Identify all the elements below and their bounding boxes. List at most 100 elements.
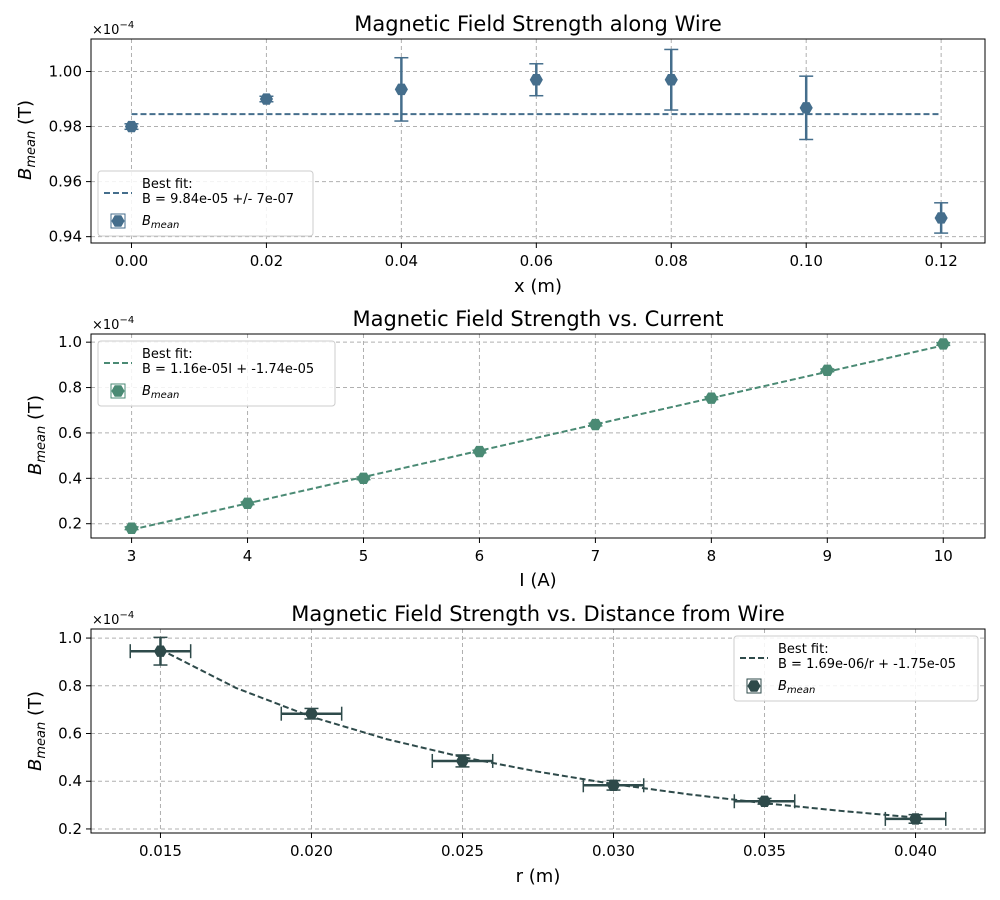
data-point — [936, 338, 951, 350]
data-point — [472, 445, 487, 458]
legend-point-swatch — [747, 680, 761, 692]
legend-points-label: Bmean — [142, 384, 179, 401]
legend-fit-label: Best fit: — [142, 177, 193, 192]
data-marker — [472, 445, 487, 458]
data-marker — [757, 795, 772, 807]
y-tick-label: 0.8 — [58, 379, 82, 397]
x-tick-label: 6 — [475, 547, 485, 565]
data-marker — [259, 93, 274, 105]
x-tick-label: 9 — [823, 547, 833, 565]
data-point — [280, 706, 343, 721]
x-tick-label: 4 — [243, 547, 253, 565]
y-multiplier: ×10−4 — [92, 315, 134, 333]
y-tick-label: 0.6 — [58, 424, 82, 442]
x-axis-label: x (m) — [514, 276, 562, 297]
y-tick-label: 0.98 — [49, 118, 82, 136]
data-marker — [664, 74, 678, 86]
data-marker — [704, 392, 718, 404]
y-multiplier: ×10−4 — [92, 610, 134, 628]
chart-title: Magnetic Field Strength vs. Current — [352, 307, 723, 331]
legend-fit-label: Best fit: — [142, 347, 193, 362]
data-marker — [936, 338, 950, 350]
legend-points-label: Bmean — [142, 214, 179, 231]
data-marker — [455, 755, 470, 767]
legend-box — [733, 635, 979, 702]
data-marker — [529, 74, 543, 86]
data-point — [394, 56, 409, 122]
x-tick-label: 0.08 — [655, 252, 688, 270]
legend-point-swatch-box — [110, 383, 126, 399]
data-point — [799, 75, 814, 141]
legend-point-swatch-box — [110, 213, 126, 229]
legend-box — [97, 170, 314, 237]
data-point — [124, 522, 139, 534]
x-tick-label: 0.02 — [250, 252, 283, 270]
y-tick-label: 1.0 — [58, 629, 82, 647]
x-tick-label: 0.00 — [115, 252, 148, 270]
x-tick-label: 3 — [127, 547, 137, 565]
legend: Best fit: B = 1.16e-05I + -1.74e-05 Bmean — [97, 340, 336, 407]
legend-box — [97, 340, 336, 407]
fit-line — [131, 344, 944, 531]
panel-vs-current: 3 4 5 6 7 8 9 10 0.2 0.4 0.6 0.8 1.0 Magnetic Field … — [25, 307, 986, 591]
data-point — [129, 636, 192, 666]
data-marker — [153, 645, 168, 657]
data-marker — [908, 813, 923, 825]
x-axis-label: I (A) — [519, 570, 556, 591]
legend-point-swatch — [111, 215, 125, 227]
x-tick-label: 0.12 — [924, 252, 957, 270]
x-tick-label: 0.040 — [894, 842, 937, 860]
x-axis-label: r (m) — [516, 866, 561, 887]
legend-fit-label: Best fit: — [778, 642, 829, 657]
data-point — [259, 93, 274, 105]
y-axis-label: Bmean (T) — [25, 691, 49, 771]
axes-frame — [90, 628, 986, 834]
x-tick-label: 0.025 — [441, 842, 484, 860]
data-point — [704, 392, 719, 404]
y-tick-label: 0.8 — [58, 677, 82, 695]
data-point — [664, 48, 679, 111]
fit-line — [160, 648, 916, 819]
y-tick-label: 0.2 — [58, 515, 82, 533]
data-marker — [588, 418, 602, 431]
legend-points-label: Bmean — [778, 679, 815, 696]
legend: Best fit: B = 9.84e-05 +/- 7e-07 Bmean — [97, 170, 314, 237]
x-tick-label: 0.10 — [789, 252, 822, 270]
x-tick-label: 10 — [934, 547, 953, 565]
y-tick-label: 1.00 — [49, 62, 82, 80]
y-tick-label: 0.94 — [49, 228, 82, 246]
data-marker — [934, 212, 948, 224]
y-tick-label: 0.4 — [58, 772, 82, 790]
data-marker — [356, 472, 371, 485]
data-point — [529, 63, 544, 97]
data-point — [582, 778, 645, 793]
legend-point-swatch-box — [746, 678, 762, 694]
legend-fit-equation: B = 1.16e-05I + -1.74e-05 — [142, 362, 314, 377]
data-marker — [304, 708, 319, 720]
y-tick-label: 0.6 — [58, 725, 82, 743]
y-tick-label: 0.2 — [58, 820, 82, 838]
legend-fit-equation: B = 9.84e-05 +/- 7e-07 — [142, 192, 294, 207]
y-tick-label: 0.96 — [49, 173, 82, 191]
data-marker — [606, 779, 621, 791]
x-tick-label: 0.04 — [385, 252, 418, 270]
data-point — [124, 120, 139, 133]
data-point — [733, 794, 796, 809]
data-point — [240, 497, 255, 509]
data-point — [588, 418, 603, 431]
data-marker — [240, 497, 255, 509]
y-axis-label: Bmean (T) — [15, 100, 39, 180]
y-axis-label: Bmean (T) — [25, 395, 49, 475]
x-tick-label: 7 — [591, 547, 601, 565]
y-tick-label: 0.4 — [58, 469, 82, 487]
data-marker — [820, 364, 834, 376]
chart-title: Magnetic Field Strength along Wire — [354, 12, 722, 36]
x-tick-label: 0.030 — [592, 842, 635, 860]
data-point — [884, 811, 947, 826]
plot-area: 0.00 0.02 0.04 0.06 0.08 0.10 0.12 0.94 0.96 0.98… — [49, 38, 986, 270]
panel-along-wire: 0.00 0.02 0.04 0.06 0.08 0.10 0.12 0.94 0.96 0.98… — [15, 12, 986, 297]
x-tick-label: 8 — [707, 547, 717, 565]
y-tick-label: 1.0 — [58, 333, 82, 351]
